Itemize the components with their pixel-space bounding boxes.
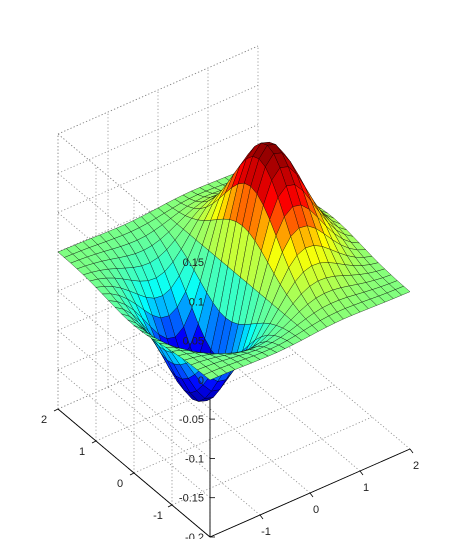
y-gridline-floor [57,320,259,410]
y-gridline-floor [133,384,335,474]
x-tick-mark [359,470,364,476]
z-tick-label: 0 [198,375,204,387]
y-tick-mark [53,408,59,412]
z-tick-label: 0.1 [189,296,204,308]
y-tick-label: 1 [79,446,85,458]
z-tick-label: 0.15 [183,257,204,269]
z-tick-label: -0.15 [179,493,204,505]
y-tick-mark [167,504,173,508]
x-tick-mark [309,492,314,498]
x-tick-mark [259,514,264,520]
surface-mesh [57,142,411,402]
z-gridline-left-wall [57,369,211,499]
z-tick-label: -0.05 [179,414,204,426]
x-tick-label: 2 [413,460,419,472]
x-tick-label: 1 [363,482,369,494]
z-gridline-right-wall [57,124,259,213]
x-tick-label: 0 [313,504,319,516]
y-tick-label: -1 [153,510,163,522]
y-tick-label: 2 [41,414,47,426]
x-tick-mark [409,448,414,454]
top-rim-left [57,133,211,263]
y-tick-mark [91,440,97,444]
z-tick-label: -0.2 [185,532,204,539]
y-tick-label: 0 [117,478,123,490]
y-gridline-floor [171,416,373,506]
y-tick-mark [129,472,135,476]
z-gridline-left-wall [57,290,211,420]
x-tick-label: -1 [261,526,271,538]
z-tick-label: 0.05 [183,336,204,348]
z-tick-label: -0.1 [185,453,204,465]
top-rim-right [57,45,259,135]
surface-patch [203,371,219,381]
tick-labels: -0.2 -0.15 -0.1 -0.05 0 0.05 0.1 0.15 -1 0 1 2 -1 0 1 2 [41,257,419,539]
